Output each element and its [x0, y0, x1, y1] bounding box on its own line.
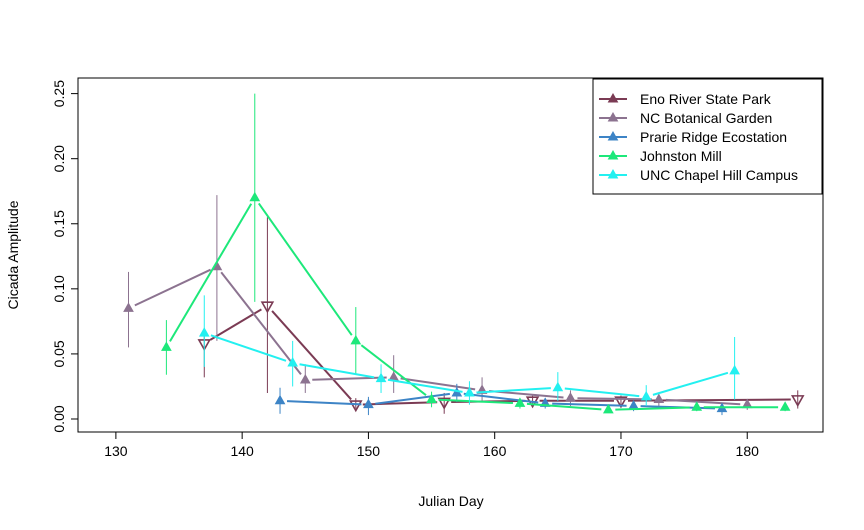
x-tick-label: 130 [104, 443, 128, 459]
series-line-segment [210, 334, 287, 362]
series-line-segment [577, 397, 652, 401]
data-point [375, 372, 387, 383]
legend-item: Prarie Ridge Ecostation [599, 129, 787, 145]
series-line-segment [627, 398, 791, 402]
data-point [565, 392, 576, 402]
data-point [691, 401, 703, 411]
series-line-segment [564, 387, 640, 398]
x-axis-label: Julian Day [418, 493, 483, 509]
series-line-segment [169, 203, 253, 342]
series-line-segment [299, 363, 375, 379]
data-point [464, 386, 475, 397]
legend: Eno River State Park NC Botanical Garden P… [592, 78, 823, 195]
series-line-segment [312, 376, 387, 381]
series-4 [161, 93, 791, 414]
y-tick-label: 0.00 [51, 405, 67, 432]
y-tick-label: 0.25 [51, 80, 67, 107]
series-line-segment [271, 310, 352, 401]
data-point [653, 393, 665, 403]
data-point [729, 364, 740, 375]
series-line-segment [360, 344, 427, 396]
x-tick-label: 140 [230, 443, 254, 459]
series-line-segment [463, 392, 539, 404]
series-line-segment [134, 268, 211, 307]
series-line-segment [476, 387, 551, 394]
series-line-segment [526, 402, 602, 411]
y-tick-label: 0.05 [51, 340, 67, 367]
legend-item: NC Botanical Garden [599, 110, 772, 126]
data-point [161, 341, 172, 351]
series-2 [123, 195, 753, 410]
series-line-segment [220, 271, 302, 376]
data-point [249, 191, 261, 202]
y-axis-label: Cicada Amplitude [5, 200, 21, 309]
x-tick-label: 160 [483, 443, 507, 459]
y-tick-label: 0.20 [51, 145, 67, 172]
legend-item: Johnston Mill [599, 148, 722, 164]
data-point [198, 327, 210, 337]
series-line-segment [362, 401, 438, 406]
data-point [514, 397, 526, 407]
legend-marker [607, 130, 619, 141]
x-tick-label: 180 [736, 443, 760, 459]
legend-marker [607, 149, 619, 160]
data-point [274, 394, 286, 405]
data-point [260, 301, 275, 314]
x-axis: 130 140 150 160 170 180 [104, 431, 760, 459]
series-line-segment [387, 378, 463, 393]
series-5 [198, 295, 740, 406]
data-point [363, 398, 374, 409]
legend-label: Eno River State Park [640, 91, 772, 107]
series-line-segment [257, 202, 353, 336]
data-point [349, 400, 363, 413]
legend-label: Johnston Mill [640, 148, 722, 164]
series-line-segment [209, 308, 262, 341]
data-point [779, 401, 791, 411]
data-point [640, 390, 652, 401]
legend-label: NC Botanical Garden [640, 110, 772, 126]
series-line-segment [438, 398, 514, 405]
legend-label: UNC Chapel Hill Campus [640, 167, 798, 183]
legend-item: UNC Chapel Hill Campus [599, 167, 798, 183]
data-point [790, 395, 805, 408]
data-point [287, 357, 299, 367]
series-line-segment [286, 400, 362, 406]
data-point [602, 403, 614, 414]
data-point [552, 381, 564, 392]
y-axis: 0.00 0.05 0.10 0.15 0.20 0.25 [51, 80, 79, 433]
series-line-segment [615, 406, 690, 411]
legend-marker [607, 168, 619, 179]
x-tick-label: 150 [357, 443, 381, 459]
data-point [350, 334, 362, 345]
y-tick-label: 0.10 [51, 275, 67, 302]
series-layer [123, 93, 805, 416]
series-line-segment [665, 398, 741, 406]
legend-label: Prarie Ridge Ecostation [640, 129, 787, 145]
x-tick-label: 170 [609, 443, 633, 459]
data-point [299, 373, 311, 384]
series-line-segment [375, 392, 451, 405]
series-line-segment [400, 377, 476, 391]
legend-marker [607, 111, 619, 122]
series-line-segment [652, 371, 729, 396]
series-line-segment [552, 402, 627, 407]
legend-marker [607, 92, 619, 103]
data-point [123, 302, 134, 312]
data-point [426, 393, 437, 403]
legend-item: Eno River State Park [599, 91, 772, 107]
data-point [628, 399, 639, 410]
data-point [437, 397, 451, 410]
data-point [614, 396, 628, 409]
legend-box [592, 78, 823, 195]
y-tick-label: 0.15 [51, 210, 67, 237]
